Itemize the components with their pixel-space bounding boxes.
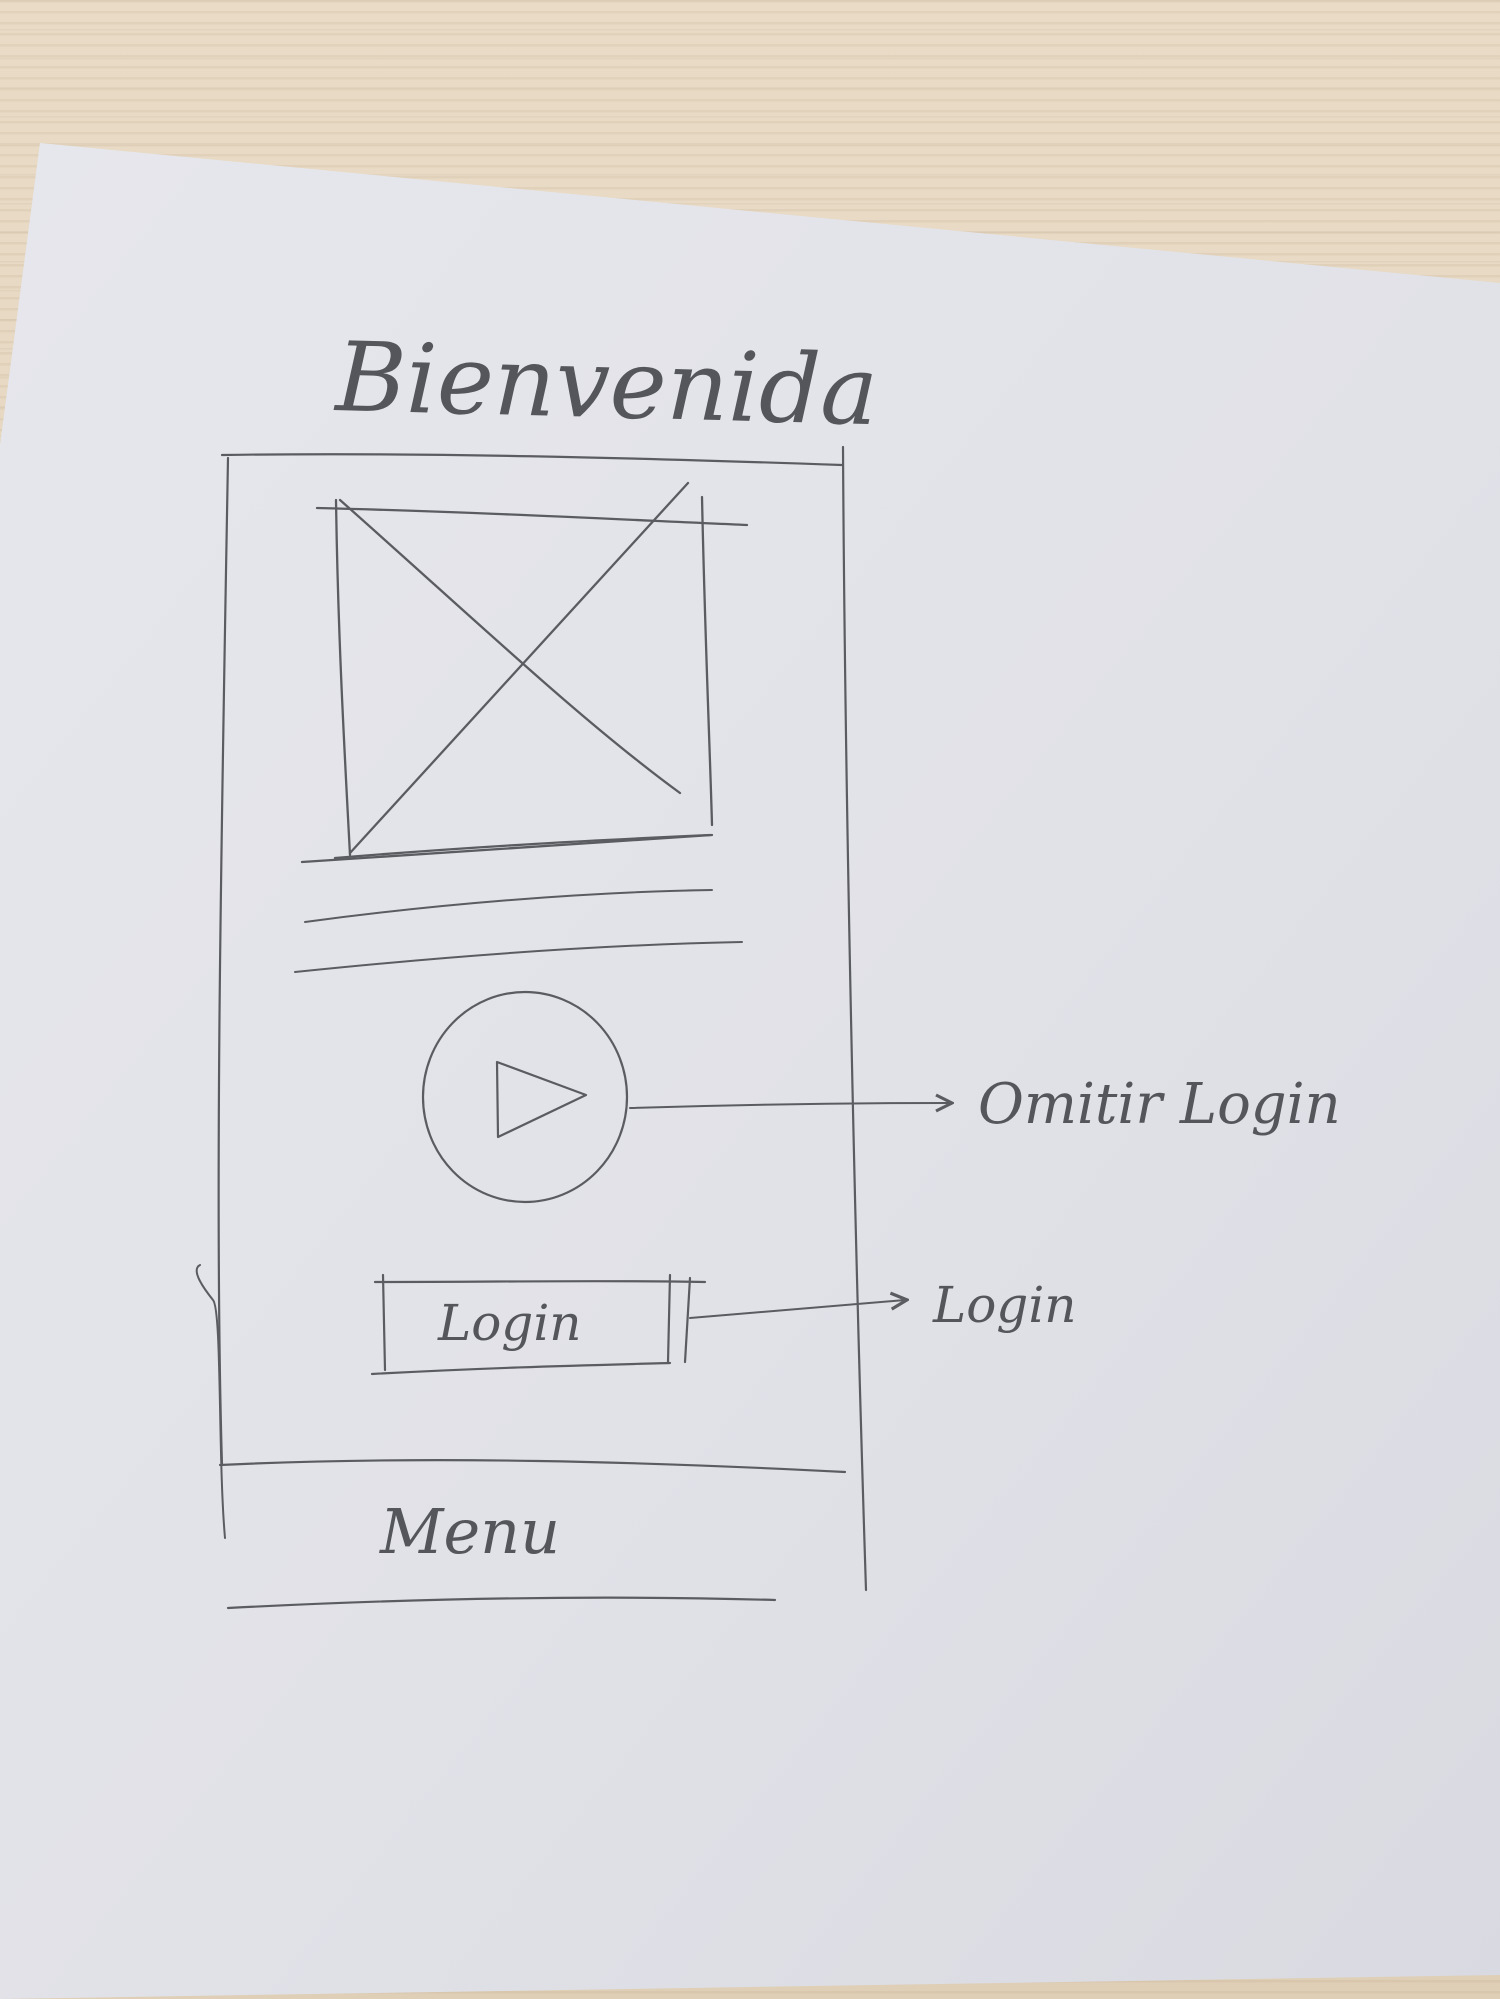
phone-frame [217, 445, 868, 1610]
text-placeholder-lines [294, 889, 743, 973]
login-arrow [689, 1300, 905, 1319]
play-button[interactable] [421, 990, 629, 1204]
login-button-label[interactable]: Login [437, 1294, 582, 1352]
login-button[interactable] [370, 1273, 707, 1376]
login-note: Login [932, 1276, 1077, 1334]
image-placeholder-icon [300, 481, 749, 864]
menu-label[interactable]: Menu [379, 1495, 560, 1568]
omitir-login-note: Omitir Login [978, 1072, 1341, 1137]
screen-title: Bienvenida [332, 321, 879, 447]
paper-sheet [0, 143, 1500, 1999]
play-icon[interactable] [495, 1060, 588, 1139]
play-arrow [629, 1103, 950, 1108]
play-button-circle[interactable] [421, 990, 629, 1204]
grouping-brace [195, 1264, 226, 1539]
